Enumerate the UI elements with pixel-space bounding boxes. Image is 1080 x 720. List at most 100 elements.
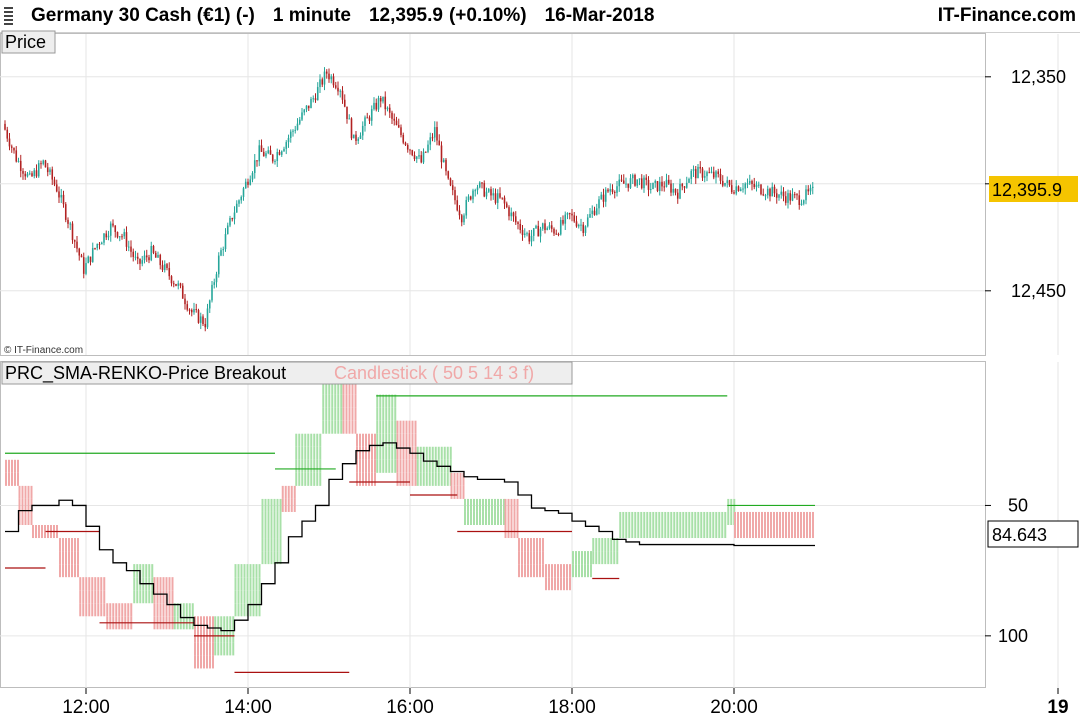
renko-brick (803, 525, 805, 539)
renko-brick (176, 603, 179, 617)
renko-brick (437, 472, 440, 486)
indicator-sublabel[interactable]: Candlestick ( 50 5 14 3 f) (334, 363, 534, 383)
price-candle-body (215, 274, 218, 283)
renko-brick (625, 525, 628, 539)
renko-brick (385, 459, 388, 473)
timeframe[interactable]: 1 minute (272, 5, 351, 26)
renko-brick (388, 394, 391, 408)
renko-brick (590, 564, 592, 578)
renko-brick (298, 459, 301, 473)
price-candle-body (386, 107, 389, 110)
price-candle-body (418, 155, 420, 157)
price-candle-body (204, 323, 207, 328)
renko-brick (234, 603, 237, 617)
indicator-panel[interactable]: PRC_SMA-RENKO-Price Breakout Candlestick… (0, 361, 1080, 689)
price-candle-body (778, 194, 780, 198)
price-candle-body (152, 245, 155, 253)
renko-brick (414, 459, 417, 473)
renko-brick (194, 655, 196, 669)
price-candle-body (10, 146, 13, 148)
renko-brick (637, 525, 640, 539)
price-candle-body (492, 193, 495, 196)
renko-brick (411, 433, 414, 447)
price-candle-body (321, 79, 324, 85)
price-candle-body (170, 276, 173, 284)
renko-brick (637, 511, 640, 525)
renko-brick (557, 564, 559, 578)
price-candle-body (787, 193, 789, 203)
renko-brick (88, 603, 91, 617)
renko-brick (5, 472, 7, 486)
renko-brick (640, 511, 643, 525)
renko-brick (385, 394, 388, 408)
renko-brick (755, 511, 757, 525)
chart-date: 16-Mar-2018 (544, 5, 655, 26)
price-candle-body (251, 173, 254, 180)
renko-brick (578, 551, 580, 565)
price-candle-body (260, 145, 263, 152)
renko-brick (284, 498, 287, 512)
price-candle-body (573, 215, 576, 222)
renko-brick (103, 603, 106, 617)
renko-brick (279, 538, 282, 552)
renko-brick (625, 511, 628, 525)
renko-brick (497, 498, 499, 512)
renko-brick (504, 511, 507, 525)
renko-brick (307, 446, 310, 460)
renko-brick (782, 525, 784, 539)
renko-brick (273, 511, 276, 525)
price-candle-body (107, 235, 110, 238)
renko-brick (408, 459, 411, 473)
price-candle-body (465, 200, 468, 216)
price-candle-body (33, 170, 36, 177)
renko-brick (319, 433, 322, 447)
drag-handle-icon[interactable] (4, 7, 13, 25)
renko-brick (276, 538, 279, 552)
renko-brick (411, 420, 414, 434)
renko-brick (797, 511, 799, 525)
renko-brick (646, 525, 649, 539)
time-tick-label: 12:00 (62, 697, 110, 718)
renko-brick (246, 564, 249, 578)
price-candle-body (616, 186, 618, 193)
renko-brick (566, 564, 568, 578)
renko-brick (237, 603, 240, 617)
renko-brick (464, 511, 466, 525)
price-panel-label[interactable]: Price (5, 32, 46, 52)
renko-brick (371, 433, 373, 447)
renko-brick (71, 564, 73, 578)
price-candle-body (757, 184, 760, 186)
indicator-y-axis[interactable]: 100 50 (985, 495, 1028, 646)
renko-brick (356, 446, 358, 460)
price-panel[interactable]: Price © IT-Finance.com 12,45012,40012,35… (0, 30, 1080, 356)
renko-brick (209, 642, 211, 656)
price-candle-body (442, 159, 445, 163)
price-candle-body (755, 184, 758, 188)
renko-brick (153, 603, 156, 617)
renko-brick (587, 551, 589, 565)
renko-brick (379, 446, 382, 460)
price-candle-body (535, 225, 537, 229)
renko-brick (200, 616, 202, 630)
price-candle-body (541, 223, 544, 229)
renko-brick (200, 655, 202, 669)
indicator-label[interactable]: PRC_SMA-RENKO-Price Breakout (5, 363, 286, 384)
price-candle-body (811, 186, 814, 188)
price-candle-body (231, 218, 234, 220)
time-tick-label: 19 (1047, 697, 1068, 718)
renko-brick (340, 394, 343, 408)
renko-brick (581, 551, 583, 565)
renko-brick (530, 538, 532, 552)
renko-brick (331, 420, 334, 434)
price-candle-body (8, 138, 11, 147)
renko-brick (551, 577, 553, 591)
renko-brick (521, 551, 523, 565)
price-candle-body (206, 308, 209, 328)
renko-brick (536, 538, 538, 552)
price-candle-body (193, 309, 195, 313)
renko-brick (385, 433, 388, 447)
renko-brick (462, 485, 465, 499)
renko-brick (307, 433, 310, 447)
